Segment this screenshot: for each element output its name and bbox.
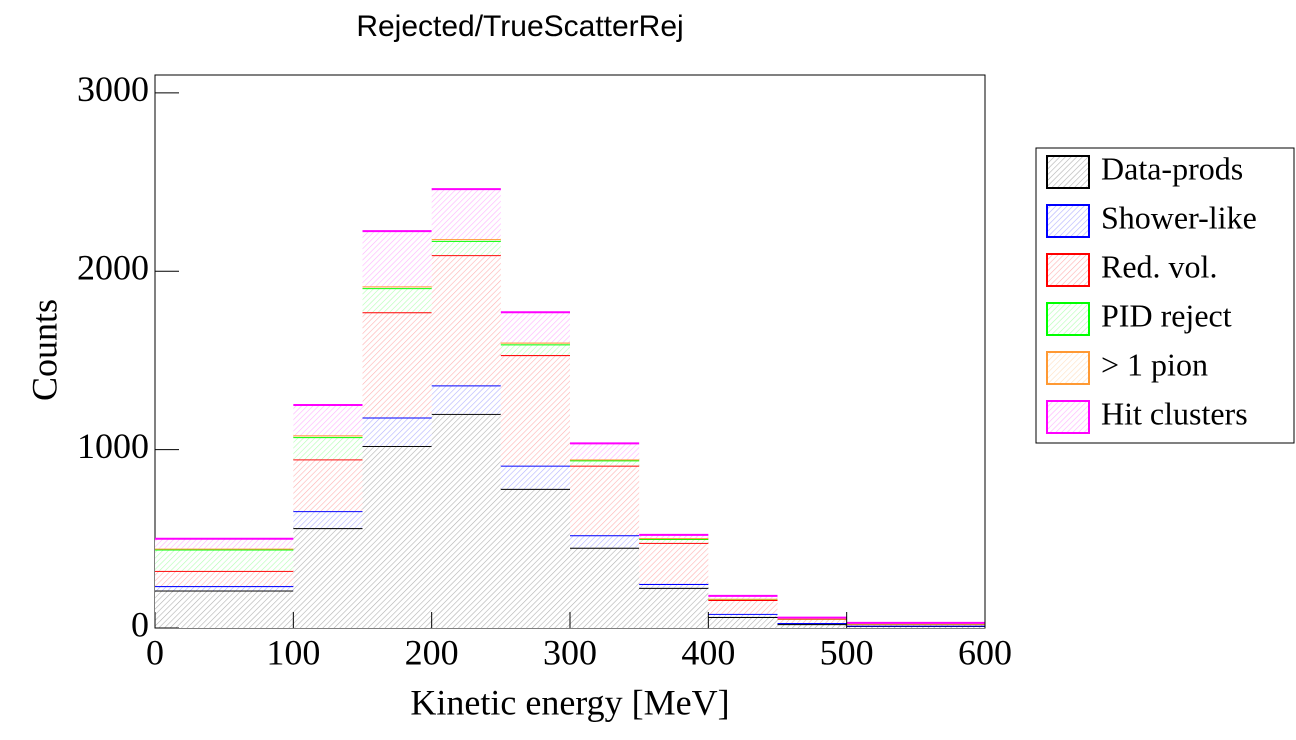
hist-segment	[293, 405, 363, 436]
hist-segment	[639, 583, 709, 588]
legend-swatch	[1046, 204, 1090, 238]
hist-segment	[362, 417, 432, 447]
y-axis-label: Counts	[24, 299, 64, 401]
hist-segment	[570, 535, 640, 548]
hist-segment	[708, 599, 778, 614]
x-tick-label: 500	[820, 632, 874, 672]
legend-box	[1035, 147, 1295, 444]
hist-segment	[155, 538, 294, 549]
hist-segment	[777, 618, 847, 624]
hist-segment	[500, 344, 570, 356]
legend-label: Data-prods	[1101, 150, 1243, 186]
hist-segment	[362, 231, 432, 287]
hist-segment	[293, 459, 363, 512]
hist-segment	[431, 189, 501, 240]
y-tick-label: 2000	[77, 247, 149, 287]
legend-swatch	[1046, 253, 1090, 287]
x-tick-label: 100	[266, 632, 320, 672]
hist-segment	[708, 613, 778, 617]
legend-label: Red. vol.	[1101, 248, 1217, 284]
legend-swatch	[1046, 400, 1090, 434]
x-tick-label: 0	[146, 632, 164, 672]
x-tick-label: 600	[958, 632, 1012, 672]
y-tick-label: 0	[131, 604, 149, 644]
hist-segment	[431, 413, 501, 628]
hist-segment	[362, 446, 432, 628]
hist-segment	[431, 240, 501, 256]
hist-segment	[155, 590, 294, 628]
legend-swatch	[1046, 351, 1090, 385]
hist-segment	[500, 355, 570, 466]
hist-segment	[570, 547, 640, 628]
hist-segment	[431, 255, 501, 386]
hist-segment	[362, 312, 432, 418]
x-tick-label: 400	[681, 632, 735, 672]
hist-segment	[155, 549, 294, 571]
hist-segment	[155, 570, 294, 587]
legend-label: Shower-like	[1101, 199, 1257, 235]
hist-segment	[639, 534, 709, 539]
chart-title: Rejected/TrueScatterRej	[356, 10, 683, 43]
hist-segment	[639, 587, 709, 628]
hist-segment	[500, 312, 570, 343]
hist-segment	[293, 528, 363, 628]
hist-segment	[708, 616, 778, 628]
hist-segment	[362, 288, 432, 313]
hist-segment	[570, 465, 640, 536]
x-tick-label: 300	[543, 632, 597, 672]
legend-swatch	[1046, 302, 1090, 336]
x-axis-label: Kinetic energy [MeV]	[410, 682, 729, 722]
legend-swatch	[1046, 155, 1090, 189]
y-tick-label: 1000	[77, 426, 149, 466]
hist-segment	[500, 465, 570, 489]
legend-label: PID reject	[1101, 297, 1232, 333]
hist-segment	[777, 624, 847, 628]
hist-segment	[500, 488, 570, 628]
hist-segment	[570, 460, 640, 466]
x-tick-label: 200	[405, 632, 459, 672]
hist-segment	[639, 542, 709, 584]
hist-segment	[155, 586, 294, 591]
hist-segment	[639, 538, 709, 543]
hist-segment	[293, 437, 363, 460]
hist-segment	[570, 443, 640, 460]
hist-segment	[708, 595, 778, 599]
hist-segment	[431, 385, 501, 414]
hist-segment	[293, 511, 363, 529]
legend-label: Hit clusters	[1101, 395, 1248, 431]
legend-label: > 1 pion	[1101, 346, 1208, 382]
y-tick-label: 3000	[77, 69, 149, 109]
